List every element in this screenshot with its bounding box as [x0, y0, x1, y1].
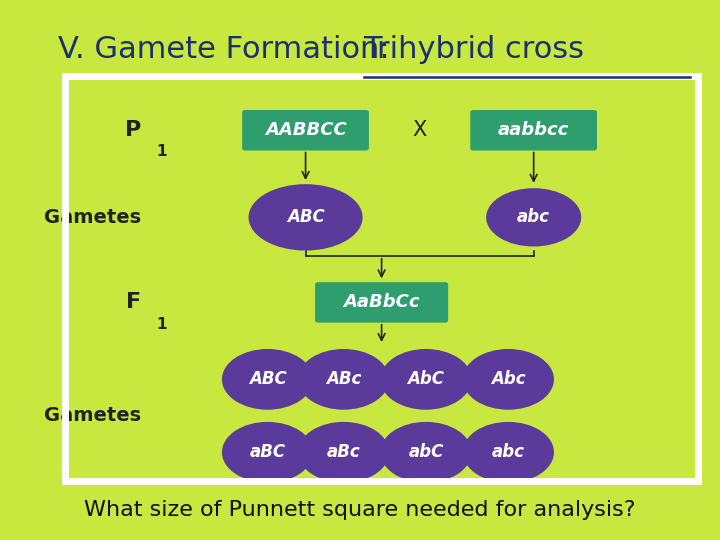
Text: Gametes: Gametes: [44, 208, 141, 227]
Text: ABC: ABC: [248, 370, 287, 388]
Ellipse shape: [463, 422, 554, 483]
Ellipse shape: [298, 349, 390, 410]
Ellipse shape: [222, 422, 313, 483]
Text: aBC: aBC: [250, 443, 286, 461]
Text: AABBCC: AABBCC: [265, 122, 346, 139]
Text: abc: abc: [492, 443, 525, 461]
Ellipse shape: [248, 184, 363, 251]
Text: V. Gamete Formation:: V. Gamete Formation:: [58, 35, 409, 64]
Text: F: F: [126, 292, 141, 313]
Ellipse shape: [298, 422, 390, 483]
FancyBboxPatch shape: [242, 110, 369, 151]
Ellipse shape: [463, 349, 554, 410]
Ellipse shape: [380, 422, 472, 483]
Text: Trihybrid cross: Trihybrid cross: [364, 35, 585, 64]
Text: 1: 1: [157, 316, 167, 332]
Ellipse shape: [486, 188, 581, 246]
Text: 1: 1: [157, 145, 167, 159]
Text: X: X: [413, 120, 427, 140]
Text: AaBbCc: AaBbCc: [343, 293, 420, 312]
Text: What size of Punnett square needed for analysis?: What size of Punnett square needed for a…: [84, 500, 636, 521]
Text: Abc: Abc: [491, 370, 526, 388]
Text: Gametes: Gametes: [44, 406, 141, 426]
Text: AbC: AbC: [408, 370, 444, 388]
Text: abC: abC: [408, 443, 444, 461]
Text: ABc: ABc: [326, 370, 361, 388]
Text: aabbcc: aabbcc: [498, 122, 570, 139]
Text: aBc: aBc: [327, 443, 361, 461]
Text: P: P: [125, 120, 141, 140]
Ellipse shape: [380, 349, 472, 410]
FancyBboxPatch shape: [315, 282, 448, 322]
Text: ABC: ABC: [287, 208, 325, 226]
Text: abc: abc: [517, 208, 550, 226]
FancyBboxPatch shape: [470, 110, 597, 151]
Ellipse shape: [222, 349, 313, 410]
